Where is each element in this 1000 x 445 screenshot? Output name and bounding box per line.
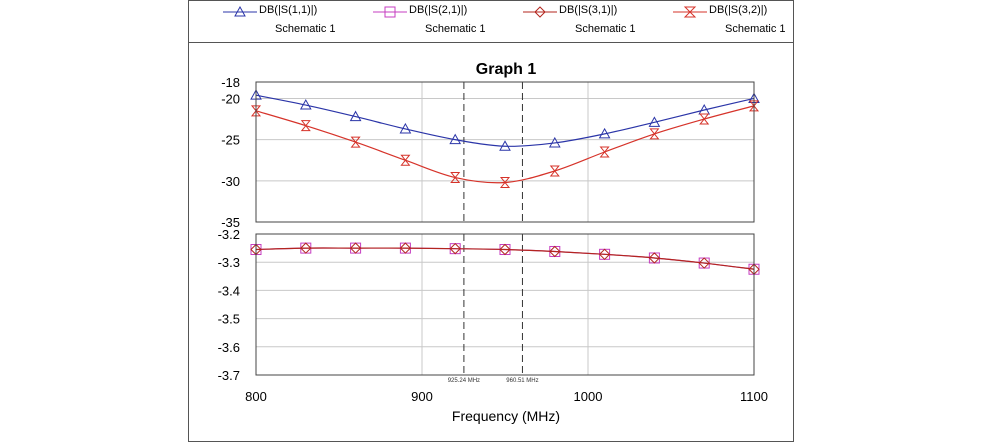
data-point	[649, 128, 660, 140]
diamond-marker-icon	[523, 6, 557, 18]
legend-label: DB(|S(1,1)|)	[259, 4, 318, 16]
legend-label: DB(|S(3,1)|)	[559, 4, 618, 16]
data-point	[598, 248, 611, 261]
data-point	[350, 136, 361, 148]
legend-entry-s11[interactable]: DB(|S(1,1)|) Schematic 1	[223, 4, 363, 40]
data-point	[598, 127, 611, 139]
legend-source: Schematic 1	[575, 23, 636, 35]
x-axis-label: Frequency (MHz)	[452, 408, 560, 424]
y-tick-label: -20	[221, 91, 240, 106]
series-line	[255, 94, 755, 147]
legend-source: Schematic 1	[725, 23, 786, 35]
data-point	[299, 99, 312, 110]
data-point	[300, 120, 311, 132]
series-line	[255, 247, 755, 270]
square-marker-icon	[373, 6, 407, 18]
series-line	[255, 105, 755, 184]
legend: DB(|S(1,1)|) Schematic 1 DB(|S(2,1)|) Sc…	[189, 1, 793, 43]
legend-label: DB(|S(2,1)|)	[409, 4, 468, 16]
data-point	[449, 133, 462, 145]
legend-source: Schematic 1	[275, 23, 336, 35]
data-point	[450, 172, 461, 184]
y-tick-label: -3.6	[218, 340, 240, 355]
y-tick-label: -3.3	[218, 255, 240, 270]
x-tick-label: 800	[245, 389, 267, 404]
data-point	[349, 110, 362, 122]
y-tick-label: -3.7	[218, 368, 240, 383]
data-point	[698, 257, 710, 269]
series-layer	[250, 89, 760, 275]
y-tick-label: -25	[221, 133, 240, 148]
legend-entry-s31[interactable]: DB(|S(3,1)|) Schematic 1	[523, 4, 663, 40]
x-tick-label: 1000	[574, 389, 603, 404]
data-point	[499, 140, 511, 151]
y-tick-label: -3.5	[218, 312, 240, 327]
data-point	[349, 242, 362, 254]
y-tick-label: -30	[221, 174, 240, 189]
x-tick-label: 1100	[740, 389, 768, 404]
graph-window: DB(|S(1,1)|) Schematic 1 DB(|S(2,1)|) Sc…	[188, 0, 794, 442]
data-point	[499, 243, 511, 256]
data-point	[548, 136, 561, 148]
data-point	[648, 252, 661, 264]
series-line	[255, 247, 755, 270]
data-point	[300, 242, 312, 254]
y-tick-label: -3.2	[218, 227, 240, 242]
legend-label: DB(|S(3,2)|)	[709, 4, 768, 16]
marker-frequency-label: 925.24 MHz	[448, 378, 480, 384]
legend-entry-s21[interactable]: DB(|S(2,1)|) Schematic 1	[373, 4, 513, 40]
axes: -18-20 -25 -30 -35-3.2 -3.3 -3.4 -3.5 -3.6 -3.7 8…	[218, 75, 768, 404]
data-point	[648, 116, 661, 127]
data-point	[400, 154, 411, 166]
y-tick-label: -3.4	[218, 283, 240, 298]
x-tick-label: 900	[411, 389, 433, 404]
data-point	[250, 105, 262, 117]
plot-frame	[255, 233, 755, 376]
data-point	[699, 113, 710, 125]
data-point	[399, 122, 412, 134]
data-point	[748, 100, 760, 112]
data-point	[549, 245, 561, 258]
data-point	[549, 165, 560, 177]
data-point	[499, 176, 511, 188]
marker-frequency-label: 960.51 MHz	[506, 378, 538, 384]
hourglass-marker-icon	[673, 6, 707, 18]
y-tick-label: -35	[221, 215, 240, 230]
plot-frame	[255, 81, 755, 223]
legend-source: Schematic 1	[425, 23, 486, 35]
chart-title: Graph 1	[476, 61, 537, 78]
data-point	[399, 242, 412, 254]
triangle-marker-icon	[223, 6, 257, 17]
data-point	[599, 146, 610, 158]
y-tick-label: -18	[221, 75, 240, 90]
legend-entry-s32[interactable]: DB(|S(3,2)|) Schematic 1	[673, 4, 791, 40]
data-point	[449, 242, 461, 255]
